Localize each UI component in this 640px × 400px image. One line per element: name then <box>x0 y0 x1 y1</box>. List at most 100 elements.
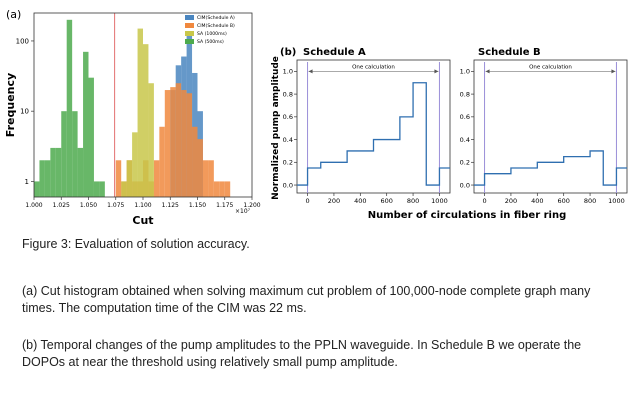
histogram-bar <box>143 44 149 197</box>
histogram-bar <box>175 83 182 197</box>
x-tick-label: 200 <box>505 197 517 205</box>
x-tick-label: 1.025 <box>53 202 70 209</box>
histogram-bar <box>148 83 154 197</box>
x-tick-label: 0 <box>305 197 309 205</box>
x-tick-label: 1.150 <box>189 202 206 209</box>
histogram-bar <box>202 160 209 197</box>
histogram-bar <box>224 181 231 197</box>
y-tick-label: 0.6 <box>460 113 470 121</box>
x-tick-label: 1.200 <box>243 202 260 209</box>
pump-amplitude-line <box>297 82 450 186</box>
x-tick-label: 1.050 <box>80 202 97 209</box>
x-tick-label: 0 <box>482 197 486 205</box>
arrow-head-left <box>308 69 313 74</box>
legend-label: CIM(Schedule A) <box>197 15 235 21</box>
schedule-a-title: Schedule A <box>303 47 366 58</box>
histogram-bar <box>39 160 45 197</box>
x-tick-label: 200 <box>328 197 340 205</box>
legend-swatch <box>185 23 194 28</box>
legend-label: SA (1000ms) <box>197 31 227 37</box>
histogram-bar <box>66 19 73 197</box>
legend-label: SA (500ms) <box>197 39 224 45</box>
panel-a-label: (a) <box>6 8 21 21</box>
histogram-legend: CIM(Schedule A) CIM(Schedule B) SA (1000ms… <box>185 15 235 45</box>
arrow-head-right <box>434 69 439 74</box>
y-tick-label: 0.8 <box>283 90 293 98</box>
histogram-bar <box>137 28 143 197</box>
schedule-b-title: Schedule B <box>478 47 541 58</box>
histogram-x-multiplier: ×10⁷ <box>235 208 251 215</box>
histogram-x-axis-label: Cut <box>132 214 153 227</box>
histogram-bar <box>192 126 198 197</box>
x-tick-label: 1.175 <box>216 202 233 209</box>
histogram-y-axis-label: Frequency <box>4 73 17 137</box>
one-calculation-label: One calculation <box>352 64 395 70</box>
y-tick-label: 0.8 <box>460 90 470 98</box>
legend-swatch <box>185 15 194 20</box>
histogram-bar <box>186 93 193 197</box>
arrow-head-right <box>611 69 616 74</box>
histogram-bar <box>34 181 40 197</box>
plot-frame <box>473 59 628 194</box>
y-tick-label: 100 <box>16 37 29 45</box>
legend-swatch <box>185 39 194 44</box>
one-calculation-label: One calculation <box>529 64 572 70</box>
y-tick-label: 0.4 <box>460 136 470 144</box>
histogram-bar <box>132 132 138 197</box>
pump-amplitude-line <box>474 150 627 186</box>
legend-label: CIM(Schedule B) <box>197 23 235 29</box>
x-tick-label: 1.075 <box>107 202 124 209</box>
pump-y-axis-label: Normalized pump amplitude <box>271 56 281 200</box>
arrow-head-left <box>485 69 490 74</box>
schedule-b-plot: One calculation 0 200 400 600 800 1000 0.0 0.2 0.… <box>460 59 628 205</box>
x-tick-label: 400 <box>354 197 366 205</box>
schedule-a-plot: One calculation 0 200 400 600 800 1000 0.0 0.2 0.… <box>283 59 451 205</box>
histogram-bar <box>88 77 94 197</box>
histogram-bar <box>181 90 187 197</box>
y-tick-label: 0.2 <box>283 159 293 167</box>
histogram-bar <box>55 147 62 197</box>
histogram-bar <box>219 181 225 197</box>
x-tick-label: 1.000 <box>25 202 42 209</box>
histogram-bar <box>77 147 84 197</box>
histogram-bar <box>99 181 105 197</box>
panel-b-label: (b) <box>280 47 296 58</box>
histogram-bar <box>44 160 51 197</box>
figure-caption-part-b: (b) Temporal changes of the pump amplitu… <box>22 338 582 369</box>
x-tick-label: 1.125 <box>162 202 179 209</box>
x-tick-label: 800 <box>584 197 596 205</box>
x-tick-label: 1.100 <box>134 202 151 209</box>
plot-frame <box>296 59 451 194</box>
panel-b: (b) Schedule A Schedule B Normalized pum… <box>271 47 628 221</box>
x-tick-label: 800 <box>407 197 419 205</box>
figure-caption-title: Figure 3: Evaluation of solution accurac… <box>22 237 250 251</box>
x-tick-label: 400 <box>531 197 543 205</box>
y-tick-label: 0.0 <box>460 181 470 189</box>
histogram-bar <box>126 160 133 197</box>
histogram-bar <box>50 147 56 197</box>
y-tick-label: 0.4 <box>283 136 293 144</box>
x-tick-label: 1000 <box>431 197 448 205</box>
histogram-bar <box>170 87 176 197</box>
cut-histogram: 1.000 1.025 1.050 1.075 1.100 1.125 1.150 1.175… <box>16 13 261 209</box>
x-tick-label: 1000 <box>608 197 625 205</box>
legend-swatch <box>185 31 194 36</box>
histogram-bar <box>197 139 203 197</box>
histogram-frame <box>33 12 253 198</box>
histogram-bar <box>153 160 160 197</box>
histogram-bar <box>93 181 100 197</box>
figure-caption-part-a: (a) Cut histogram obtained when solving … <box>22 284 591 315</box>
y-tick-label: 1.0 <box>283 68 293 76</box>
histogram-bar <box>213 181 220 197</box>
x-tick-label: 600 <box>380 197 392 205</box>
y-tick-label: 0.0 <box>283 181 293 189</box>
pump-x-axis-label: Number of circulations in fiber ring <box>368 210 567 221</box>
histogram-bar <box>208 160 214 197</box>
y-tick-label: 0.6 <box>283 113 293 121</box>
y-tick-label: 1 <box>25 178 29 186</box>
x-tick-label: 600 <box>557 197 569 205</box>
y-tick-label: 10 <box>20 108 29 116</box>
histogram-bar <box>121 181 127 197</box>
histogram-bar <box>164 90 171 197</box>
